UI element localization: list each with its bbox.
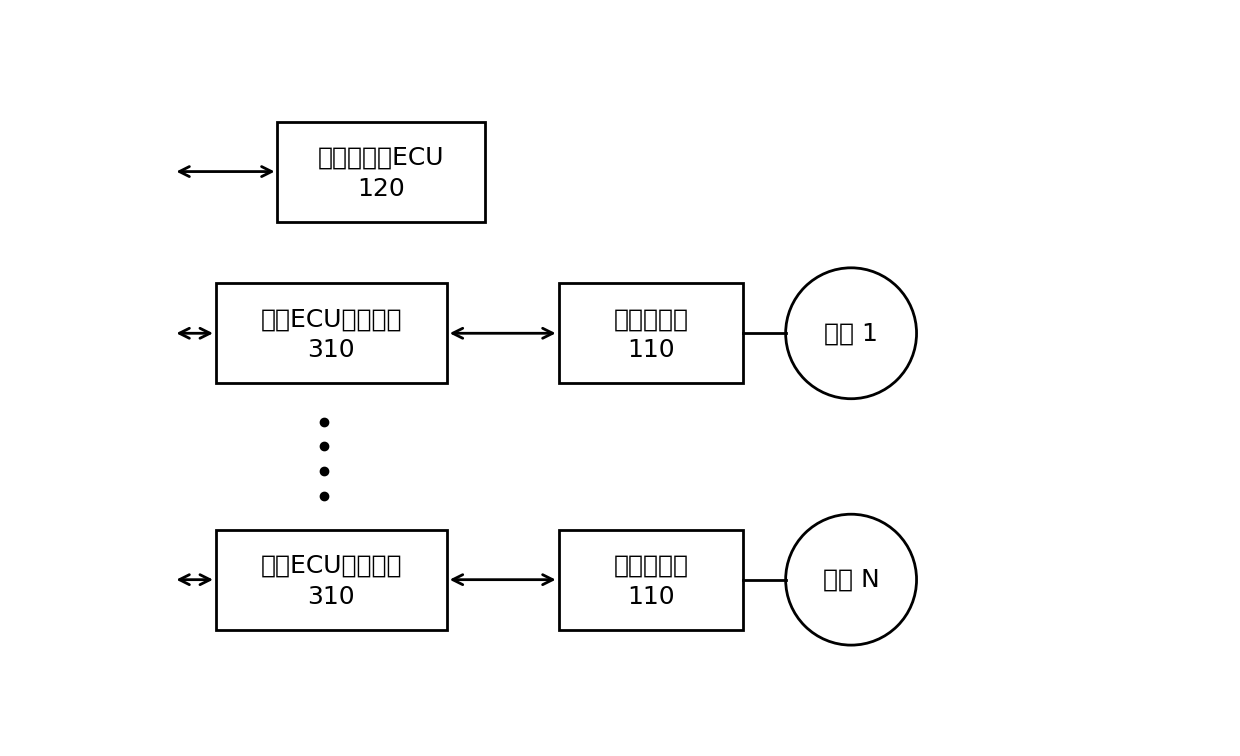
Circle shape (786, 514, 916, 645)
Bar (278, 122, 485, 222)
Text: 控制器总成ECU: 控制器总成ECU (319, 146, 445, 169)
Text: 轮胎 N: 轮胎 N (822, 568, 879, 592)
Text: 轮边电磁阀: 轮边电磁阀 (614, 308, 688, 331)
Text: 轮边电磁阀: 轮边电磁阀 (614, 554, 688, 578)
Bar (216, 530, 446, 630)
Text: 310: 310 (308, 584, 355, 609)
Text: 120: 120 (357, 176, 405, 200)
Text: 轮边ECU电路模块: 轮边ECU电路模块 (260, 554, 402, 578)
Bar (558, 284, 743, 383)
Bar (558, 530, 743, 630)
Text: 轮边ECU电路模块: 轮边ECU电路模块 (260, 308, 402, 331)
Bar (216, 284, 446, 383)
Text: 110: 110 (627, 584, 675, 609)
Circle shape (786, 268, 916, 398)
Text: 310: 310 (308, 338, 355, 362)
Text: 轮胎 1: 轮胎 1 (825, 321, 878, 345)
Text: 110: 110 (627, 338, 675, 362)
